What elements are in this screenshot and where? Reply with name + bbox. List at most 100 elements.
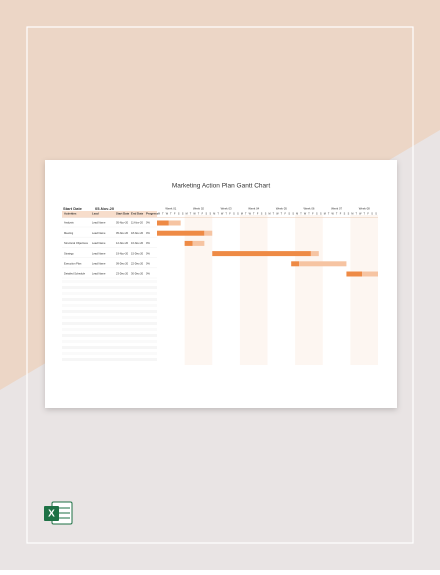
row-start: 05-Nov-20 [116,231,129,235]
day-label: W [193,213,196,216]
day-label: S [316,213,318,216]
week-label: Week 03 [221,207,232,211]
row-progress: 0% [146,241,150,245]
day-label: S [206,213,208,216]
row-start: 23-Dec-20 [116,272,129,276]
row-lead: Lead Name [92,221,106,225]
day-label: T [225,213,227,216]
empty-row [62,346,157,349]
gantt-done [212,251,311,257]
day-label: S [348,213,350,216]
day-label: W [249,213,252,216]
row-progress: 0% [146,231,150,235]
day-label: T [217,213,219,216]
week-shade [295,215,323,365]
day-label: M [186,213,188,216]
day-label: F [202,213,204,216]
column-header: End Date [131,212,144,216]
row-progress: 0% [146,261,150,265]
week-shade [184,215,213,365]
empty-row [62,352,157,355]
row-progress: 0% [146,272,150,276]
day-label: T [356,213,358,216]
day-label: T [253,213,255,216]
day-label: M [158,213,160,216]
week-label: Week 01 [165,207,176,211]
empty-row [62,298,157,301]
gantt-remaining [204,230,213,236]
gantt-done [157,220,169,226]
day-label: T [245,213,247,216]
day-label: S [320,213,322,216]
gantt-done [291,261,300,267]
row-start: 05-Nov-20 [116,221,129,225]
empty-row [62,358,157,361]
sheet [45,160,397,408]
day-label: M [324,213,326,216]
row-end: 15-Dec-20 [131,251,144,255]
empty-row [62,304,157,307]
week-label: Week 07 [331,207,342,211]
row-lead: Lead Name [92,272,106,276]
empty-row [62,310,157,313]
empty-row [62,316,157,319]
day-label: S [209,213,211,216]
empty-row [62,340,157,343]
empty-row [62,292,157,295]
row-lead: Lead Name [92,251,106,255]
day-label: F [367,213,369,216]
row-start: 19-Nov-20 [116,251,129,255]
row-end: 18-Nov-20 [131,231,144,235]
row-activity: Execution Plan [64,261,82,265]
week-label: Week 08 [359,207,370,211]
day-label: M [268,213,270,216]
day-label: S [288,213,290,216]
day-label: M [351,213,353,216]
week-shade [239,215,268,365]
sheet-title: Marketing Action Plan Gantt Chart [172,183,270,190]
day-label: S [371,213,373,216]
row-activity: Meeting [64,231,74,235]
day-label: S [375,213,377,216]
row-lead: Lead Name [92,231,106,235]
day-label: T [308,213,310,216]
week-label: Week 04 [248,207,259,211]
svg-text:X: X [48,509,55,520]
gantt-remaining [362,271,378,277]
row-lead: Lead Name [92,261,106,265]
day-label: F [257,213,259,216]
column-header: Start Date [116,212,130,216]
gantt-remaining [299,261,347,267]
day-label: T [281,213,283,216]
week-shade [350,215,378,365]
day-label: T [190,213,192,216]
day-label: W [304,213,307,216]
column-header: Progress [146,212,159,216]
gantt-remaining [168,220,181,226]
day-label: T [336,213,338,216]
day-label: S [261,213,263,216]
empty-row [62,286,157,289]
gantt-remaining [192,240,205,246]
row-start: 12-Nov-20 [116,241,129,245]
week-label: Week 05 [276,207,287,211]
day-label: T [170,213,172,216]
day-label: S [233,213,235,216]
frame [26,26,414,544]
day-label: S [178,213,180,216]
day-label: M [296,213,298,216]
day-label: F [285,213,287,216]
gantt-remaining [310,251,319,257]
day-label: F [312,213,314,216]
row-activity: Analysis [64,221,74,225]
week-label: Week 02 [193,207,204,211]
day-label: T [162,213,164,216]
header-band [62,211,157,217]
column-header: Lead [92,212,99,216]
day-label: S [182,213,184,216]
day-label: F [229,213,231,216]
gantt-done [184,240,193,246]
gantt-done [157,230,205,236]
